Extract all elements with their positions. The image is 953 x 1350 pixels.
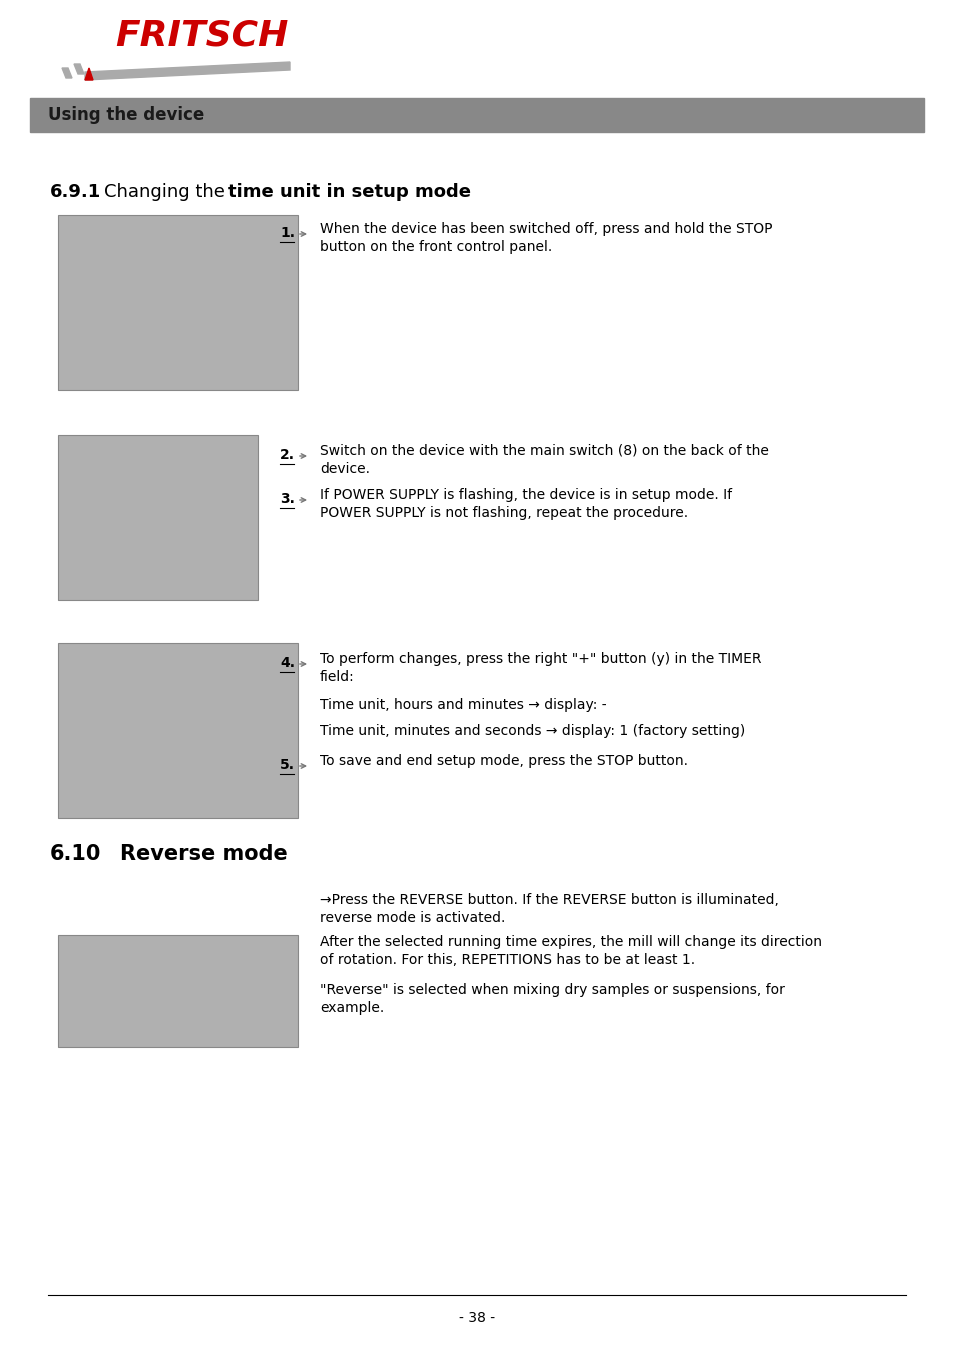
Text: Using the device: Using the device bbox=[48, 107, 204, 124]
Bar bbox=[58, 643, 297, 818]
Text: →Press the REVERSE button. If the REVERSE button is illuminated,
reverse mode is: →Press the REVERSE button. If the REVERS… bbox=[319, 892, 778, 925]
Bar bbox=[58, 936, 297, 1048]
Text: 1.: 1. bbox=[280, 225, 294, 240]
Text: When the device has been switched off, press and hold the STOP
button on the fro: When the device has been switched off, p… bbox=[319, 221, 772, 254]
Polygon shape bbox=[85, 68, 92, 80]
Text: Time unit, hours and minutes → display: -: Time unit, hours and minutes → display: … bbox=[319, 698, 606, 711]
Text: time unit in setup mode: time unit in setup mode bbox=[228, 184, 471, 201]
Polygon shape bbox=[74, 63, 84, 74]
Text: If POWER SUPPLY is flashing, the device is in setup mode. If
POWER SUPPLY is not: If POWER SUPPLY is flashing, the device … bbox=[319, 487, 731, 520]
Text: 4.: 4. bbox=[280, 656, 294, 670]
Bar bbox=[30, 99, 923, 132]
Polygon shape bbox=[62, 68, 71, 78]
Text: To save and end setup mode, press the STOP button.: To save and end setup mode, press the ST… bbox=[319, 755, 687, 768]
Text: 5.: 5. bbox=[280, 757, 294, 772]
Text: Time unit, minutes and seconds → display: 1 (factory setting): Time unit, minutes and seconds → display… bbox=[319, 724, 744, 738]
Text: 2.: 2. bbox=[280, 448, 294, 462]
Text: 6.9.1: 6.9.1 bbox=[50, 184, 101, 201]
Polygon shape bbox=[85, 62, 290, 80]
Text: Reverse mode: Reverse mode bbox=[120, 844, 288, 864]
Text: FRITSCH: FRITSCH bbox=[115, 18, 288, 53]
Text: "Reverse" is selected when mixing dry samples or suspensions, for
example.: "Reverse" is selected when mixing dry sa… bbox=[319, 983, 784, 1015]
Text: 6.10: 6.10 bbox=[50, 844, 101, 864]
Text: To perform changes, press the right "+" button (y) in the TIMER
field:: To perform changes, press the right "+" … bbox=[319, 652, 760, 684]
Text: Changing the: Changing the bbox=[104, 184, 231, 201]
Text: After the selected running time expires, the mill will change its direction
of r: After the selected running time expires,… bbox=[319, 936, 821, 968]
Text: - 38 -: - 38 - bbox=[458, 1311, 495, 1324]
Text: 3.: 3. bbox=[280, 491, 294, 506]
Bar bbox=[58, 435, 257, 599]
Text: Switch on the device with the main switch (8) on the back of the
device.: Switch on the device with the main switc… bbox=[319, 444, 768, 477]
Bar bbox=[58, 215, 297, 390]
